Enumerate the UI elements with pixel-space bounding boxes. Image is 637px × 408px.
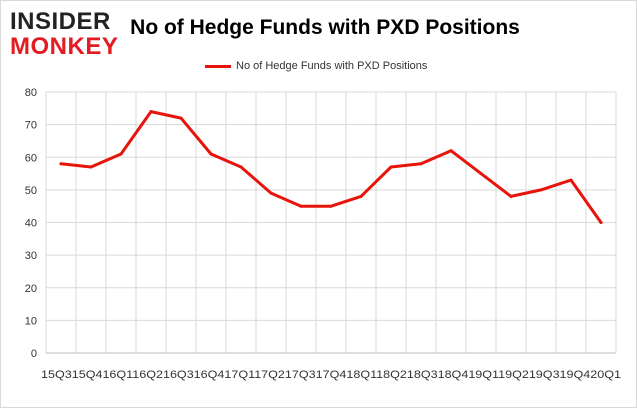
y-tick-label-0: 0 bbox=[31, 348, 37, 360]
data-point-13 bbox=[449, 149, 453, 153]
x-tick-labels: 15Q315Q416Q116Q216Q316Q417Q117Q217Q317Q4… bbox=[41, 369, 621, 381]
data-point-9 bbox=[329, 204, 333, 208]
y-tick-label-40: 40 bbox=[25, 218, 37, 230]
data-point-2 bbox=[119, 152, 123, 156]
data-point-10 bbox=[359, 194, 363, 198]
data-point-3 bbox=[149, 110, 153, 114]
data-point-5 bbox=[209, 152, 213, 156]
chart-title: No of Hedge Funds with PXD Positions bbox=[130, 16, 520, 39]
data-point-15 bbox=[509, 194, 513, 198]
legend-series-label: No of Hedge Funds with PXD Positions bbox=[236, 60, 428, 72]
y-tick-label-50: 50 bbox=[25, 185, 37, 197]
data-series bbox=[59, 110, 603, 224]
y-tick-label-60: 60 bbox=[25, 152, 37, 164]
logo-line-2: MONKEY bbox=[10, 33, 119, 60]
legend-line-swatch bbox=[205, 64, 231, 68]
data-point-6 bbox=[239, 165, 243, 169]
data-point-11 bbox=[389, 165, 393, 169]
logo-line-1: INSIDER bbox=[10, 8, 111, 35]
data-point-8 bbox=[299, 204, 303, 208]
data-point-7 bbox=[269, 191, 273, 195]
data-point-4 bbox=[179, 116, 183, 120]
insider-monkey-logo: INSIDER MONKEY bbox=[10, 10, 120, 60]
data-point-18 bbox=[599, 221, 603, 224]
data-point-17 bbox=[569, 178, 573, 182]
gridlines bbox=[45, 91, 617, 354]
y-tick-labels: 0 10 20 30 40 50 60 70 80 bbox=[25, 87, 37, 360]
data-point-0 bbox=[59, 162, 63, 166]
data-point-16 bbox=[539, 188, 543, 192]
y-tick-label-70: 70 bbox=[25, 120, 37, 132]
data-point-14 bbox=[479, 172, 483, 176]
data-point-1 bbox=[89, 165, 93, 169]
chart-legend: No of Hedge Funds with PXD Positions bbox=[205, 58, 427, 74]
y-tick-label-10: 10 bbox=[25, 315, 37, 327]
y-tick-label-80: 80 bbox=[25, 87, 37, 99]
y-tick-label-20: 20 bbox=[25, 283, 37, 295]
data-point-12 bbox=[419, 162, 423, 166]
y-tick-label-30: 30 bbox=[25, 250, 37, 262]
